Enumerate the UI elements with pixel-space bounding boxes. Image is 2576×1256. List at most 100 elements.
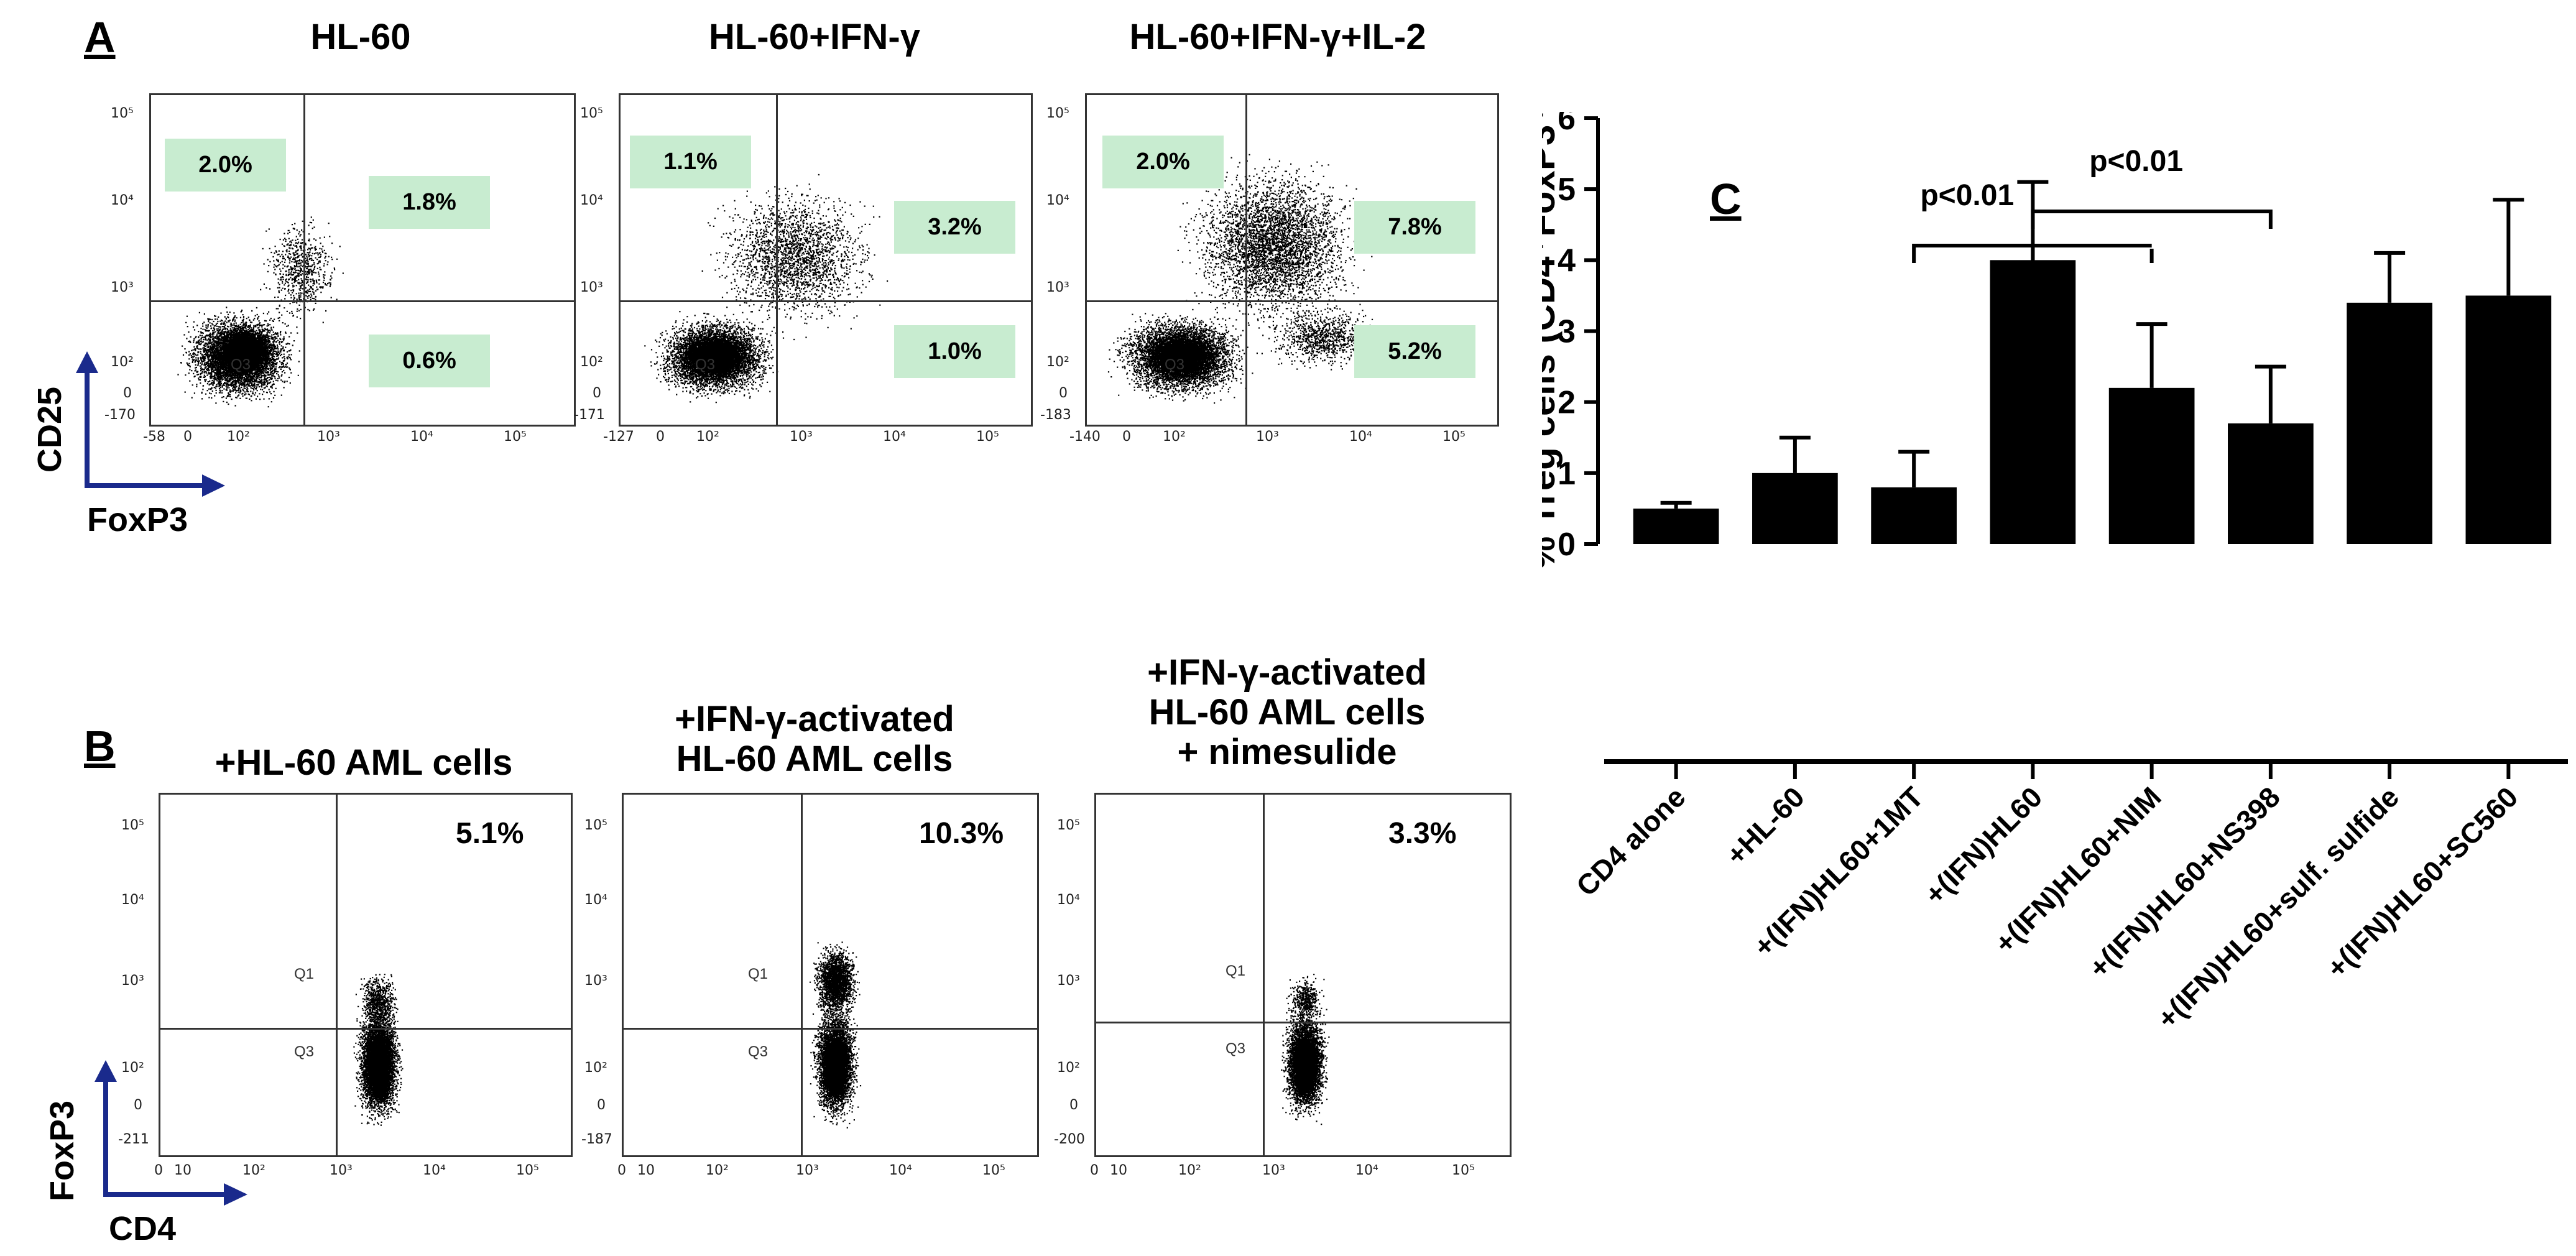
tick-label: -187	[581, 1132, 612, 1147]
quadrant-divider	[151, 300, 574, 302]
quadrant-label-q1: Q1	[294, 966, 315, 982]
quadrant-divider	[1263, 795, 1265, 1155]
tick-label: 0	[656, 429, 665, 445]
tick-label: 10⁴	[584, 892, 607, 908]
y-tick-label: 5	[1558, 172, 1576, 208]
axis-label-cd4: CD4	[109, 1210, 177, 1247]
tick-label: 10²	[580, 354, 603, 370]
tick-label: -200	[1054, 1132, 1085, 1147]
quadrant-divider	[776, 95, 778, 425]
tick-label: 10²	[121, 1060, 144, 1076]
tick-label: 0	[1090, 1163, 1099, 1178]
tick-label: -183	[1040, 407, 1071, 423]
quadrant-label-q1: Q1	[1226, 963, 1246, 979]
flow-plot-b2: 10.3% Q1 Q3	[622, 793, 1039, 1157]
tick-label: 10⁴	[889, 1163, 912, 1178]
quadrant-divider	[624, 1028, 1037, 1030]
quadrant-divider	[160, 1028, 571, 1030]
bar	[2228, 423, 2314, 544]
plot-b3-title: +IFN-γ-activated HL-60 AML cells + nimes…	[1147, 652, 1427, 772]
quadrant-divider	[336, 795, 338, 1155]
panel-b-letter: B	[84, 722, 116, 770]
gate-upper-right: 3.2%	[894, 201, 1015, 254]
plot-b3-x-ticks: 0 10 10² 10³ 10⁴ 10⁵	[1085, 1163, 1520, 1181]
x-tick-label: +(IFN)HL60+sulf. sulfide	[2151, 780, 2405, 1035]
bar-chart: 0 1 2 3 4 5 6% Treg cells (CD4⁺FoxP3⁺) CD4 alon…	[1542, 112, 2568, 1035]
gate-upper-left: 2.0%	[1102, 136, 1224, 188]
bar	[1633, 508, 1719, 544]
scatter-dots	[177, 216, 344, 408]
tick-label: 10⁴	[1349, 429, 1372, 445]
quadrant-label-q3: Q3	[695, 356, 716, 373]
x-tick-label: CD4 alone	[1570, 780, 1692, 902]
tick-label: 0	[597, 1097, 606, 1113]
quadrant-divider	[1087, 300, 1497, 302]
plot-a1-x-ticks: -58 0 10² 10³ 10⁴ 10⁵	[143, 429, 578, 448]
tick-label: 10⁵	[121, 818, 144, 833]
tick-label: 10³	[580, 280, 603, 295]
tick-label: 0	[1069, 1097, 1078, 1113]
tick-label: 10²	[1178, 1163, 1201, 1178]
tick-label: 0	[154, 1163, 163, 1178]
scatter-dots	[1281, 974, 1330, 1125]
tick-label: 10³	[121, 973, 144, 989]
tick-label: 10⁵	[516, 1163, 539, 1178]
quadrant-divider	[801, 795, 803, 1155]
quadrant-label-q3: Q3	[748, 1043, 769, 1060]
quadrant-percentage: 3.3%	[1388, 817, 1457, 850]
tick-label: 10³	[317, 429, 340, 445]
plot-b2-x-ticks: 0 10 10² 10³ 10⁴ 10⁵	[612, 1163, 1048, 1181]
tick-label: 0	[123, 386, 132, 401]
x-tick-label: +HL-60	[1720, 780, 1811, 871]
bar	[2465, 295, 2552, 544]
tick-label: 10³	[1046, 280, 1069, 295]
tick-label: 10⁵	[111, 106, 134, 121]
tick-label: 10³	[796, 1163, 819, 1178]
tick-label: 10⁵	[1046, 106, 1069, 121]
gate-lower-right: 0.6%	[369, 335, 490, 387]
tick-label: 10⁴	[1057, 892, 1080, 908]
tick-label: 10⁵	[1443, 429, 1466, 445]
cell-events	[177, 216, 344, 408]
axis-label-cd25: CD25	[31, 386, 68, 473]
flow-plot-a3: 2.0% 7.8% 5.2% Q3	[1085, 93, 1499, 427]
tick-label: 10⁴	[580, 193, 603, 208]
tick-label: -127	[603, 429, 634, 445]
tick-label: 10⁴	[423, 1163, 446, 1178]
significance-bracket	[1912, 244, 2035, 263]
tick-label: 10⁴	[1046, 193, 1069, 208]
flow-plot-b3: 3.3% Q1 Q3	[1094, 793, 1512, 1157]
y-tick-label: 6	[1558, 112, 1576, 137]
tick-label: -58	[143, 429, 165, 445]
tick-label: 10³	[1057, 973, 1080, 989]
tick-label: 10³	[1262, 1163, 1285, 1178]
tick-label: 10⁴	[111, 193, 134, 208]
y-tick-label: 0	[1558, 527, 1576, 563]
plot-b3-y-ticks: 10⁵ 10⁴ 10³ 10² 0 -200	[1054, 793, 1094, 1160]
tick-label: 0	[1122, 429, 1131, 445]
tick-label: 10⁵	[1057, 818, 1080, 833]
tick-label: 10²	[706, 1163, 729, 1178]
quadrant-divider	[303, 95, 305, 425]
axis-label-foxp3-b: FoxP3	[44, 1100, 81, 1202]
tick-label: -211	[118, 1132, 149, 1147]
scatter-dots	[809, 941, 862, 1129]
plot-a1-title: HL-60	[310, 17, 411, 57]
gate-upper-right: 1.8%	[369, 176, 490, 229]
significance-label: p<0.01	[2089, 145, 2183, 178]
tick-label: 10	[174, 1163, 192, 1178]
scatter-dots	[353, 974, 404, 1126]
axis-label-foxp3-a: FoxP3	[87, 501, 188, 538]
tick-label: -171	[574, 407, 605, 423]
gate-upper-left: 1.1%	[630, 136, 751, 188]
cell-events	[1107, 154, 1387, 404]
plot-a2-x-ticks: -127 0 10² 10³ 10⁴ 10⁵	[603, 429, 1038, 448]
x-tick-label: +(IFN)HL60	[1918, 780, 2048, 910]
plot-b1-y-ticks: 10⁵ 10⁴ 10³ 10² 0 -211	[118, 793, 159, 1160]
y-tick-label: 3	[1558, 314, 1576, 350]
plot-b2-title: +IFN-γ-activated HL-60 AML cells	[675, 699, 954, 779]
gate-upper-right: 7.8%	[1354, 201, 1475, 254]
tick-label: 10⁴	[1355, 1163, 1378, 1178]
quadrant-percentage: 5.1%	[456, 817, 524, 850]
scatter-dots	[1107, 154, 1387, 404]
